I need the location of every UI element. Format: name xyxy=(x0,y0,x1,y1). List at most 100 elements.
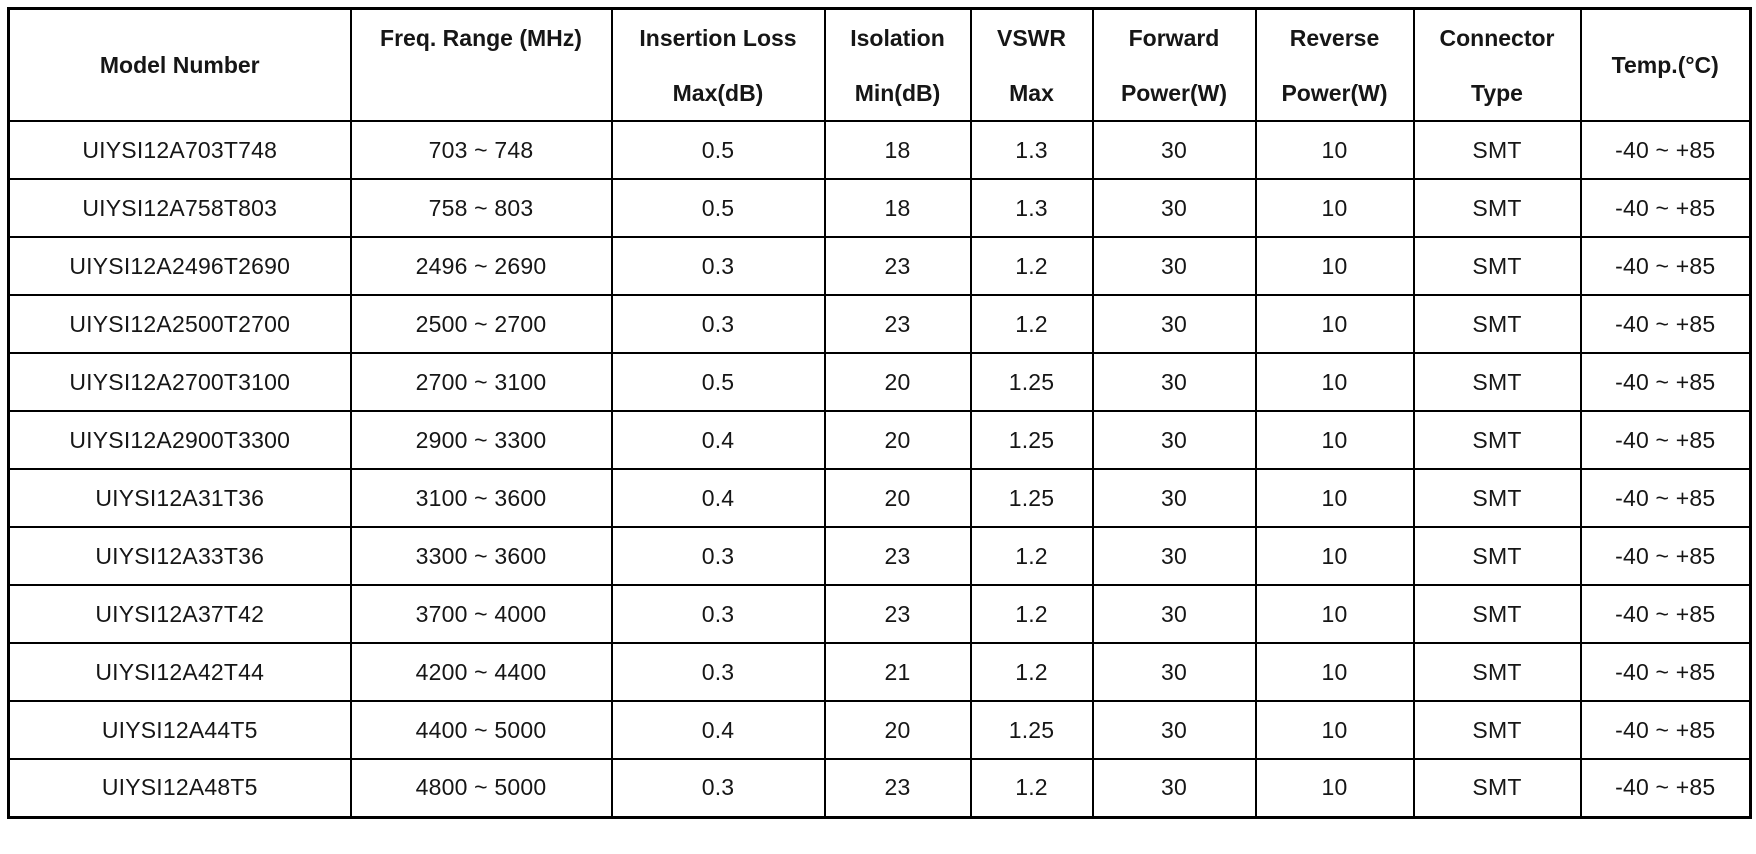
table-row: UIYSI12A2500T2700 2500 ~ 2700 0.3 23 1.2… xyxy=(7,294,1752,354)
vswr-cell: 1.2 xyxy=(969,294,1094,354)
forward-power-cell: 30 xyxy=(1091,410,1257,470)
temp-cell: -40 ~ +85 xyxy=(1579,352,1752,412)
temp-cell: -40 ~ +85 xyxy=(1579,758,1752,818)
header-label: VSWR xyxy=(997,24,1066,51)
header-label: Temp.(°C) xyxy=(1611,52,1719,78)
model-number-cell: UIYSI12A33T36 xyxy=(7,526,352,586)
header-connector-type: Connector Type xyxy=(1412,7,1582,122)
model-number-cell: UIYSI12A758T803 xyxy=(7,178,352,238)
vswr-cell: 1.2 xyxy=(969,236,1094,296)
isolation-cell: 23 xyxy=(823,526,972,586)
temp-cell: -40 ~ +85 xyxy=(1579,700,1752,760)
table-row: UIYSI12A37T42 3700 ~ 4000 0.3 23 1.2 30 … xyxy=(7,584,1752,644)
header-model-number: Model Number xyxy=(7,7,352,122)
forward-power-cell: 30 xyxy=(1091,352,1257,412)
header-label: Power(W) xyxy=(1281,79,1388,106)
connector-type-cell: SMT xyxy=(1412,178,1582,238)
forward-power-cell: 30 xyxy=(1091,584,1257,644)
connector-type-cell: SMT xyxy=(1412,700,1582,760)
insertion-loss-cell: 0.4 xyxy=(610,468,826,528)
forward-power-cell: 30 xyxy=(1091,700,1257,760)
temp-cell: -40 ~ +85 xyxy=(1579,236,1752,296)
table-row: UIYSI12A44T5 4400 ~ 5000 0.4 20 1.25 30 … xyxy=(7,700,1752,760)
header-label: Freq. Range (MHz) xyxy=(380,24,582,51)
page: Model Number Freq. Range (MHz) Insertion… xyxy=(7,7,1752,819)
insertion-loss-cell: 0.5 xyxy=(610,352,826,412)
temp-cell: -40 ~ +85 xyxy=(1579,526,1752,586)
freq-range-cell: 2700 ~ 3100 xyxy=(349,352,613,412)
reverse-power-cell: 10 xyxy=(1254,120,1415,180)
vswr-cell: 1.25 xyxy=(969,410,1094,470)
table-row: UIYSI12A31T36 3100 ~ 3600 0.4 20 1.25 30… xyxy=(7,468,1752,528)
vswr-cell: 1.25 xyxy=(969,468,1094,528)
reverse-power-cell: 10 xyxy=(1254,526,1415,586)
header-isolation: Isolation Min(dB) xyxy=(823,7,972,122)
header-label: Max xyxy=(1009,79,1054,106)
header-label: Isolation xyxy=(850,24,945,51)
model-number-cell: UIYSI12A37T42 xyxy=(7,584,352,644)
reverse-power-cell: 10 xyxy=(1254,468,1415,528)
forward-power-cell: 30 xyxy=(1091,294,1257,354)
insertion-loss-cell: 0.3 xyxy=(610,236,826,296)
reverse-power-cell: 10 xyxy=(1254,642,1415,702)
connector-type-cell: SMT xyxy=(1412,758,1582,818)
temp-cell: -40 ~ +85 xyxy=(1579,294,1752,354)
header-row: Model Number Freq. Range (MHz) Insertion… xyxy=(7,7,1752,122)
model-number-cell: UIYSI12A42T44 xyxy=(7,642,352,702)
vswr-cell: 1.2 xyxy=(969,758,1094,818)
model-number-cell: UIYSI12A44T5 xyxy=(7,700,352,760)
reverse-power-cell: 10 xyxy=(1254,700,1415,760)
isolation-cell: 18 xyxy=(823,178,972,238)
reverse-power-cell: 10 xyxy=(1254,178,1415,238)
table-body: UIYSI12A703T748 703 ~ 748 0.5 18 1.3 30 … xyxy=(7,120,1752,818)
insertion-loss-cell: 0.4 xyxy=(610,700,826,760)
header-temp: Temp.(°C) xyxy=(1579,7,1752,122)
vswr-cell: 1.25 xyxy=(969,700,1094,760)
reverse-power-cell: 10 xyxy=(1254,352,1415,412)
insertion-loss-cell: 0.5 xyxy=(610,120,826,180)
header-label: Power(W) xyxy=(1120,79,1228,106)
isolation-cell: 23 xyxy=(823,758,972,818)
vswr-cell: 1.25 xyxy=(969,352,1094,412)
table-row: UIYSI12A2700T3100 2700 ~ 3100 0.5 20 1.2… xyxy=(7,352,1752,412)
isolation-cell: 21 xyxy=(823,642,972,702)
spec-table: Model Number Freq. Range (MHz) Insertion… xyxy=(7,7,1752,819)
connector-type-cell: SMT xyxy=(1412,584,1582,644)
table-row: UIYSI12A2900T3300 2900 ~ 3300 0.4 20 1.2… xyxy=(7,410,1752,470)
model-number-cell: UIYSI12A31T36 xyxy=(7,468,352,528)
freq-range-cell: 2500 ~ 2700 xyxy=(349,294,613,354)
header-vswr: VSWR Max xyxy=(969,7,1094,122)
freq-range-cell: 2900 ~ 3300 xyxy=(349,410,613,470)
vswr-cell: 1.2 xyxy=(969,584,1094,644)
reverse-power-cell: 10 xyxy=(1254,236,1415,296)
temp-cell: -40 ~ +85 xyxy=(1579,468,1752,528)
insertion-loss-cell: 0.5 xyxy=(610,178,826,238)
table-row: UIYSI12A33T36 3300 ~ 3600 0.3 23 1.2 30 … xyxy=(7,526,1752,586)
freq-range-cell: 703 ~ 748 xyxy=(349,120,613,180)
freq-range-cell: 4200 ~ 4400 xyxy=(349,642,613,702)
table-row: UIYSI12A48T5 4800 ~ 5000 0.3 23 1.2 30 1… xyxy=(7,758,1752,818)
model-number-cell: UIYSI12A2700T3100 xyxy=(7,352,352,412)
temp-cell: -40 ~ +85 xyxy=(1579,642,1752,702)
insertion-loss-cell: 0.3 xyxy=(610,294,826,354)
isolation-cell: 23 xyxy=(823,294,972,354)
freq-range-cell: 2496 ~ 2690 xyxy=(349,236,613,296)
model-number-cell: UIYSI12A2500T2700 xyxy=(7,294,352,354)
freq-range-cell: 4400 ~ 5000 xyxy=(349,700,613,760)
forward-power-cell: 30 xyxy=(1091,526,1257,586)
reverse-power-cell: 10 xyxy=(1254,758,1415,818)
connector-type-cell: SMT xyxy=(1412,120,1582,180)
forward-power-cell: 30 xyxy=(1091,642,1257,702)
temp-cell: -40 ~ +85 xyxy=(1579,410,1752,470)
forward-power-cell: 30 xyxy=(1091,178,1257,238)
forward-power-cell: 30 xyxy=(1091,236,1257,296)
temp-cell: -40 ~ +85 xyxy=(1579,120,1752,180)
isolation-cell: 20 xyxy=(823,468,972,528)
isolation-cell: 20 xyxy=(823,352,972,412)
vswr-cell: 1.3 xyxy=(969,120,1094,180)
connector-type-cell: SMT xyxy=(1412,642,1582,702)
temp-cell: -40 ~ +85 xyxy=(1579,584,1752,644)
temp-cell: -40 ~ +85 xyxy=(1579,178,1752,238)
forward-power-cell: 30 xyxy=(1091,120,1257,180)
isolation-cell: 20 xyxy=(823,700,972,760)
